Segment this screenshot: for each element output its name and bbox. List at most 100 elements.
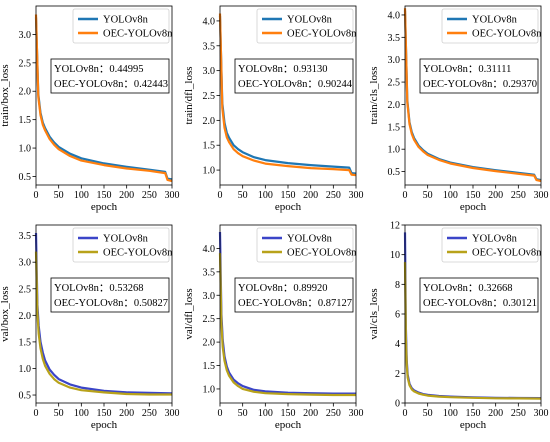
y-tick-label: 3.5 bbox=[203, 267, 216, 278]
chart-panel-3: 0 50 100 150 200 250 300 0.5 1.0 1.5 2.0 2.5 3.0 3.5 e… bbox=[0, 224, 180, 431]
final-loss-annotation: YOLOv8n：0.89920 OEC-YOLOv8n：0.87127 bbox=[234, 277, 354, 313]
legend: YOLOv8n OEC-YOLOv8n bbox=[72, 227, 173, 263]
legend: YOLOv8n OEC-YOLOv8n bbox=[441, 227, 542, 263]
y-tick-label: 2.0 bbox=[203, 338, 216, 349]
x-tick-label: 0 bbox=[34, 190, 39, 201]
x-axis-label: epoch bbox=[460, 419, 487, 431]
annotation-text: OEC-YOLOv8n：0.87127 bbox=[238, 298, 352, 309]
final-loss-annotation: YOLOv8n：0.44995 OEC-YOLOv8n：0.42443 bbox=[50, 58, 170, 94]
x-tick-label: 50 bbox=[423, 190, 433, 201]
y-tick-label: 3.0 bbox=[19, 258, 32, 269]
annotation-text: YOLOv8n：0.89920 bbox=[238, 283, 328, 294]
x-tick-label: 100 bbox=[443, 408, 458, 419]
y-tick-label: 2.5 bbox=[203, 91, 216, 102]
x-tick-label: 100 bbox=[74, 190, 89, 201]
x-tick-label: 300 bbox=[165, 408, 180, 419]
x-tick-label: 50 bbox=[423, 408, 433, 419]
y-tick-label: 1.0 bbox=[203, 166, 216, 177]
legend-label: YOLOv8n bbox=[103, 15, 149, 26]
x-axis-label: epoch bbox=[91, 201, 118, 213]
legend-box bbox=[72, 227, 170, 263]
y-tick-label: 1.0 bbox=[19, 364, 32, 375]
x-tick-label: 0 bbox=[403, 408, 408, 419]
legend-label: YOLOv8n bbox=[472, 15, 518, 26]
legend-label: OEC-YOLOv8n bbox=[287, 248, 357, 259]
y-tick-label: 1.5 bbox=[203, 361, 216, 372]
legend: YOLOv8n OEC-YOLOv8n bbox=[256, 8, 357, 44]
x-tick-label: 50 bbox=[54, 408, 64, 419]
chart-panel-5: 0 50 100 150 200 250 300 0 2 4 6 8 10 12 epoch val/cls_… bbox=[368, 221, 549, 432]
x-tick-label: 100 bbox=[443, 190, 458, 201]
x-axis-label: epoch bbox=[460, 201, 487, 213]
y-tick-label: 4.0 bbox=[203, 244, 216, 255]
x-tick-label: 300 bbox=[534, 190, 549, 201]
legend-label: OEC-YOLOv8n bbox=[287, 29, 357, 40]
annotation-box bbox=[50, 58, 170, 94]
x-tick-label: 50 bbox=[54, 190, 64, 201]
legend-label: YOLOv8n bbox=[472, 234, 518, 245]
y-tick-label: 12 bbox=[390, 221, 400, 232]
legend-label: OEC-YOLOv8n bbox=[472, 248, 542, 259]
y-tick-label: 3.5 bbox=[388, 33, 401, 44]
y-axis-label: train/cls_loss bbox=[368, 66, 380, 124]
y-tick-label: 2.0 bbox=[388, 100, 401, 111]
x-tick-label: 200 bbox=[303, 408, 318, 419]
legend-label: OEC-YOLOv8n bbox=[103, 29, 173, 40]
x-tick-label: 250 bbox=[326, 190, 341, 201]
annotation-box bbox=[419, 58, 539, 94]
x-axis-label: epoch bbox=[91, 419, 118, 431]
annotation-text: YOLOv8n：0.32668 bbox=[423, 283, 513, 294]
legend-label: OEC-YOLOv8n bbox=[103, 248, 173, 259]
y-axis-label: val/cls_loss bbox=[368, 288, 380, 339]
legend-box bbox=[72, 8, 170, 44]
chart-panel-4: 0 50 100 150 200 250 300 1.0 1.5 2.0 2.5 3.0 3.5 4.0 e… bbox=[183, 224, 364, 431]
y-tick-label: 2.0 bbox=[19, 311, 32, 322]
y-tick-label: 2.0 bbox=[19, 87, 32, 98]
legend-box bbox=[441, 8, 539, 44]
legend-label: OEC-YOLOv8n bbox=[472, 29, 542, 40]
y-tick-label: 4.0 bbox=[203, 16, 216, 27]
x-tick-label: 250 bbox=[326, 408, 341, 419]
x-tick-label: 300 bbox=[165, 190, 180, 201]
y-tick-label: 2.0 bbox=[203, 116, 216, 127]
chart-panel-2: 0 50 100 150 200 250 300 0.5 1.0 1.5 2.0 2.5 3.0 3.5 4… bbox=[368, 5, 549, 213]
y-tick-label: 1.0 bbox=[203, 384, 216, 395]
x-tick-label: 200 bbox=[488, 408, 503, 419]
annotation-text: OEC-YOLOv8n：0.29370 bbox=[423, 79, 537, 90]
x-tick-label: 200 bbox=[119, 190, 134, 201]
x-tick-label: 300 bbox=[349, 408, 364, 419]
y-tick-label: 3.5 bbox=[19, 231, 32, 242]
y-axis-label: train/dfl_loss bbox=[183, 66, 195, 124]
annotation-text: OEC-YOLOv8n：0.42443 bbox=[54, 79, 168, 90]
y-tick-label: 8 bbox=[395, 280, 400, 291]
series-line-1 bbox=[403, 262, 542, 400]
x-tick-label: 150 bbox=[466, 408, 481, 419]
y-tick-label: 2.5 bbox=[203, 314, 216, 325]
y-axis-label: train/box_loss bbox=[0, 64, 11, 126]
y-tick-label: 1.5 bbox=[19, 337, 32, 348]
legend: YOLOv8n OEC-YOLOv8n bbox=[72, 8, 173, 44]
x-tick-label: 250 bbox=[511, 190, 526, 201]
y-tick-label: 3.0 bbox=[203, 66, 216, 77]
y-tick-label: 2.5 bbox=[388, 78, 401, 89]
x-tick-label: 200 bbox=[119, 408, 134, 419]
final-loss-annotation: YOLOv8n：0.53268 OEC-YOLOv8n：0.50827 bbox=[50, 277, 170, 313]
y-tick-label: 3.0 bbox=[388, 55, 401, 66]
x-tick-label: 200 bbox=[488, 190, 503, 201]
x-tick-label: 200 bbox=[303, 190, 318, 201]
annotation-text: OEC-YOLOv8n：0.90244 bbox=[238, 79, 353, 90]
annotation-box bbox=[50, 277, 170, 313]
y-tick-label: 3.0 bbox=[19, 30, 32, 41]
y-tick-label: 2.5 bbox=[19, 58, 32, 69]
legend-box bbox=[256, 8, 354, 44]
final-loss-annotation: YOLOv8n：0.93130 OEC-YOLOv8n：0.90244 bbox=[234, 58, 354, 94]
annotation-text: OEC-YOLOv8n：0.50827 bbox=[54, 298, 168, 309]
y-tick-label: 1.0 bbox=[388, 145, 401, 156]
legend-label: YOLOv8n bbox=[287, 234, 333, 245]
x-tick-label: 0 bbox=[218, 408, 223, 419]
x-tick-label: 0 bbox=[218, 190, 223, 201]
chart-panel-1: 0 50 100 150 200 250 300 1.0 1.5 2.0 2.5 3.0 3.5 4.0 e… bbox=[183, 5, 364, 213]
x-tick-label: 300 bbox=[349, 190, 364, 201]
x-tick-label: 50 bbox=[238, 190, 248, 201]
